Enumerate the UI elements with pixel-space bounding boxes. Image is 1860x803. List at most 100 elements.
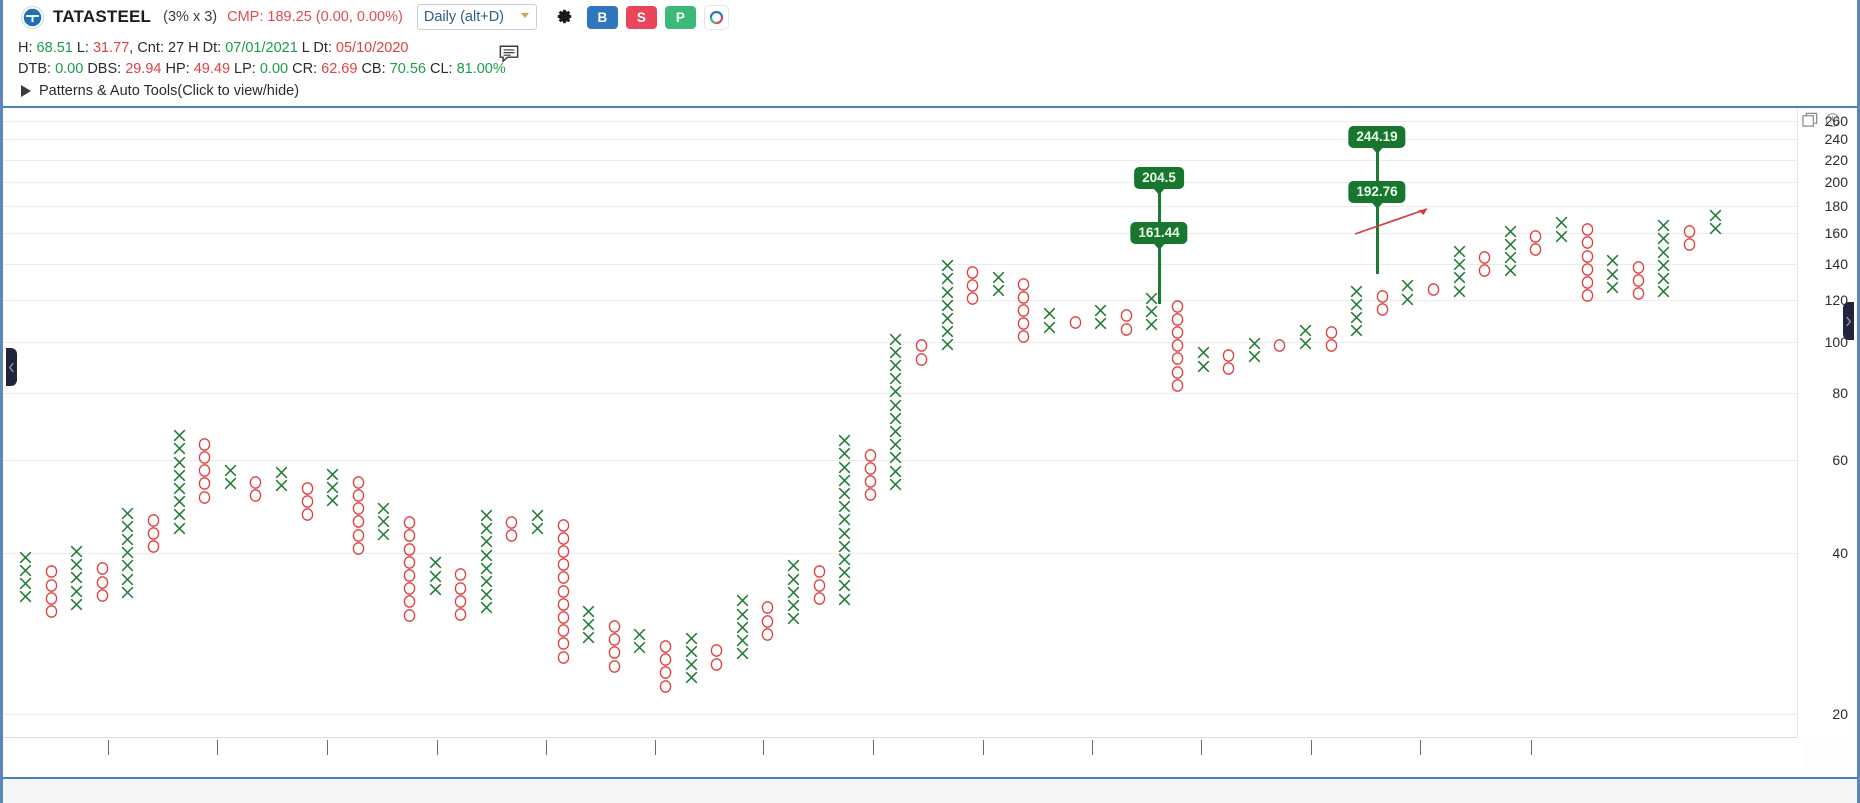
o-mark-icon [557, 518, 570, 532]
o-mark-icon [352, 502, 365, 515]
o-mark-icon [1376, 303, 1389, 317]
stat-label-1: DBS: [83, 61, 126, 77]
x-mark-icon [1453, 271, 1466, 284]
o-mark-icon [147, 540, 160, 554]
x-mark-icon [173, 456, 186, 469]
stat-value-6: 81.00% [456, 61, 506, 77]
time-axis[interactable] [3, 738, 1803, 774]
note-icon[interactable] [498, 44, 520, 64]
o-mark-icon [1581, 223, 1594, 237]
o-mark-icon [864, 461, 877, 475]
x-mark-icon [1350, 285, 1363, 298]
o-mark-icon [147, 513, 160, 527]
tata-logo-icon [21, 5, 44, 29]
stat-label-4: CR: [288, 61, 322, 77]
price-tick: 260 [1824, 112, 1848, 129]
refresh-circle-icon[interactable] [703, 4, 729, 30]
o-mark-icon [1171, 365, 1184, 379]
o-mark-icon [1017, 304, 1030, 317]
gear-icon[interactable] [553, 6, 575, 28]
x-mark-icon [1145, 318, 1158, 331]
x-mark-icon [70, 558, 83, 571]
x-mark-icon [889, 359, 902, 372]
o-mark-icon [1683, 237, 1696, 251]
x-mark-icon [531, 522, 544, 535]
o-mark-icon [45, 578, 58, 592]
o-mark-icon [813, 565, 826, 579]
o-mark-icon [45, 565, 58, 579]
x-mark-icon [787, 612, 800, 625]
o-mark-icon [608, 633, 621, 647]
axis-settings-icon[interactable] [1824, 112, 1842, 129]
o-mark-icon [813, 578, 826, 592]
target-label[interactable]: 192.76 [1348, 181, 1406, 210]
x-mark-icon [275, 466, 288, 479]
o-mark-icon [1581, 262, 1594, 276]
o-mark-icon [608, 659, 621, 673]
o-mark-icon [1632, 260, 1645, 274]
chart-canvas[interactable]: 204.5 161.44 244.19 192.76 [3, 108, 1803, 738]
x-mark-icon [838, 434, 851, 447]
o-mark-icon [454, 568, 467, 582]
o-mark-icon [198, 437, 211, 451]
o-mark-icon [454, 594, 467, 608]
x-mark-icon [121, 546, 134, 559]
left-panel-toggle[interactable] [6, 348, 17, 386]
o-mark-icon [915, 339, 928, 353]
o-mark-icon [45, 605, 58, 618]
time-tick [1201, 740, 1202, 755]
o-mark-icon [813, 591, 826, 605]
x-mark-icon [838, 540, 851, 553]
x-mark-icon [1145, 305, 1158, 318]
o-mark-icon [1529, 230, 1542, 244]
position-button[interactable]: P [664, 5, 696, 29]
time-tick [546, 740, 547, 755]
x-mark-icon [1248, 350, 1261, 363]
price-axis[interactable]: 20 40 60 80 100 120 140 160 180 200 220 240 260 [1797, 108, 1854, 738]
o-mark-icon [557, 545, 570, 558]
timeframe-select[interactable]: Daily (alt+D)Weekly (alt+W)Monthly (alt+… [416, 4, 537, 30]
x-mark-icon [1606, 281, 1619, 294]
target-label[interactable]: 204.5 [1134, 167, 1184, 196]
o-mark-icon [659, 653, 672, 667]
target-label[interactable]: 244.19 [1348, 126, 1406, 155]
x-mark-icon [70, 598, 83, 611]
o-mark-icon [864, 488, 877, 501]
o-mark-icon [198, 451, 211, 464]
x-mark-icon [838, 474, 851, 487]
x-mark-icon [1094, 304, 1107, 317]
o-mark-icon [403, 569, 416, 582]
x-mark-icon [941, 312, 954, 325]
x-mark-icon [1248, 337, 1261, 350]
buy-button[interactable]: B [586, 5, 618, 29]
restore-window-icon[interactable] [1802, 112, 1820, 129]
x-mark-icon [480, 601, 493, 614]
sell-button[interactable]: S [625, 5, 657, 29]
o-mark-icon [352, 528, 365, 542]
x-mark-icon [838, 487, 851, 500]
target-stem [1158, 245, 1161, 304]
symbol-name: TATASTEEL [53, 7, 152, 26]
x-mark-icon [1350, 324, 1363, 337]
o-mark-icon [403, 582, 416, 596]
x-mark-icon [736, 594, 749, 607]
x-mark-icon [736, 608, 749, 621]
o-mark-icon [1529, 243, 1542, 257]
o-mark-icon [352, 489, 365, 502]
right-panel-toggle[interactable] [1843, 302, 1854, 340]
o-mark-icon [403, 595, 416, 609]
x-mark-icon [1043, 321, 1056, 334]
o-mark-icon [557, 611, 570, 624]
x-mark-icon [889, 438, 902, 451]
patterns-auto-tools-toggle[interactable]: Patterns & Auto Tools(Click to view/hide… [3, 83, 1857, 99]
price-tick: 40 [1832, 545, 1848, 562]
o-mark-icon [557, 637, 570, 651]
o-mark-icon [1581, 289, 1594, 303]
x-mark-icon [941, 299, 954, 312]
x-mark-icon [838, 447, 851, 460]
time-tick [1092, 740, 1093, 755]
time-tick [437, 740, 438, 755]
cmp-label: CMP: 189.25 (0.00, 0.00%) [227, 9, 403, 25]
target-label[interactable]: 161.44 [1130, 222, 1188, 251]
